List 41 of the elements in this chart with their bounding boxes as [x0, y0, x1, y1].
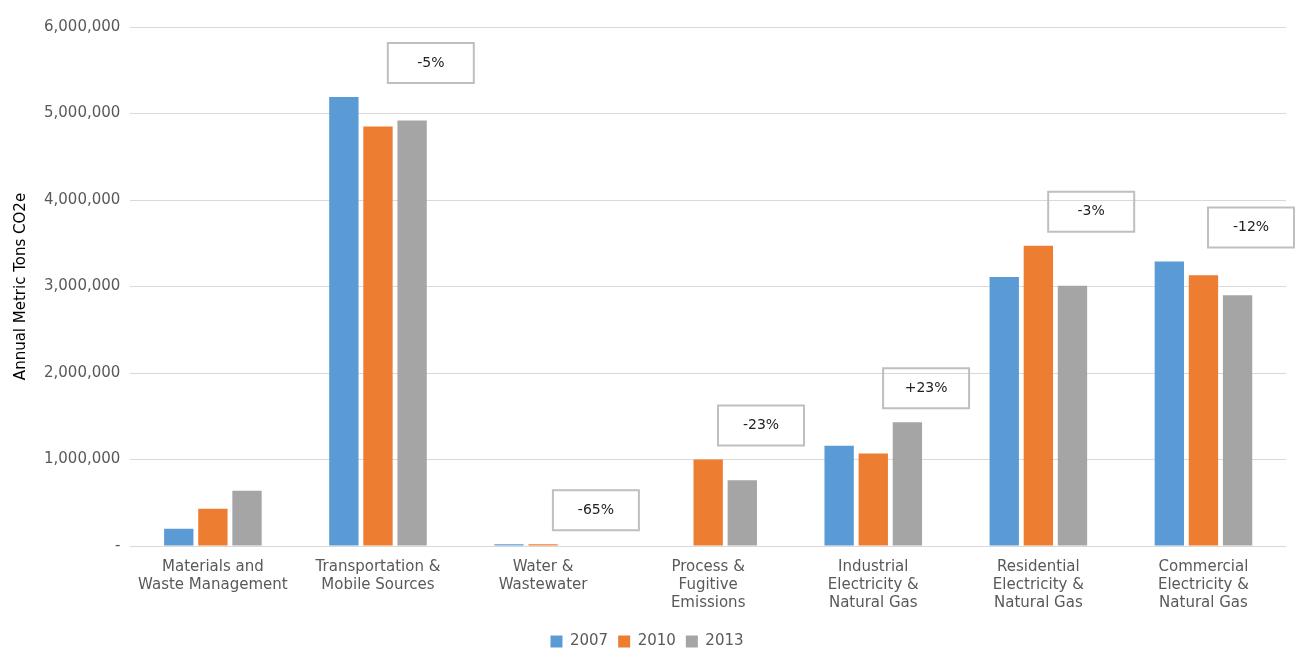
x-tick-label: Process & Fugitive Emissions: [670, 556, 746, 611]
bar: [1023, 245, 1054, 546]
y-tick-label: 6,000,000: [44, 16, 121, 35]
annotation: +23%: [904, 378, 948, 395]
legend-label: 2010: [637, 631, 676, 650]
bar: [1222, 295, 1253, 546]
annotation: -23%: [742, 416, 780, 433]
bar: [164, 528, 194, 546]
y-tick-label: 4,000,000: [44, 189, 121, 208]
bar: [892, 422, 923, 546]
annotation: -3%: [1077, 202, 1105, 219]
bar: [824, 445, 854, 546]
bar: [1057, 285, 1088, 546]
y-tick-label: -: [114, 535, 121, 554]
x-tick-label: Water & Wastewater: [498, 556, 589, 593]
annotation: -5%: [417, 53, 445, 70]
x-tick-label: Transportation & Mobile Sources: [314, 556, 441, 593]
x-tick-label: Residential Electricity & Natural Gas: [992, 556, 1085, 611]
x-tick-label: Commercial Electricity & Natural Gas: [1157, 556, 1250, 611]
bar: [397, 120, 427, 546]
bar: [232, 490, 262, 546]
bar: [693, 459, 723, 546]
legend-label: 2013: [705, 631, 744, 650]
bar: [329, 97, 359, 546]
bar: [1154, 261, 1185, 546]
y-tick-label: 2,000,000: [44, 362, 121, 381]
legend-label: 2007: [569, 631, 609, 650]
bar: [858, 453, 888, 546]
annotation: -65%: [577, 500, 614, 517]
bar: [1188, 275, 1219, 546]
bar: [989, 276, 1019, 546]
y-tick-label: 1,000,000: [44, 449, 121, 468]
annotation: -12%: [1232, 218, 1270, 235]
x-tick-label: Materials and Waste Management: [138, 556, 288, 593]
x-tick-label: Industrial Electricity & Natural Gas: [827, 556, 920, 611]
y-tick-label: 5,000,000: [44, 103, 121, 122]
bar: [363, 126, 393, 546]
bar: [727, 480, 757, 546]
y-axis-title: Annual Metric Tons CO2e: [10, 192, 29, 381]
bar: [198, 508, 228, 546]
y-tick-label: 3,000,000: [44, 276, 121, 295]
